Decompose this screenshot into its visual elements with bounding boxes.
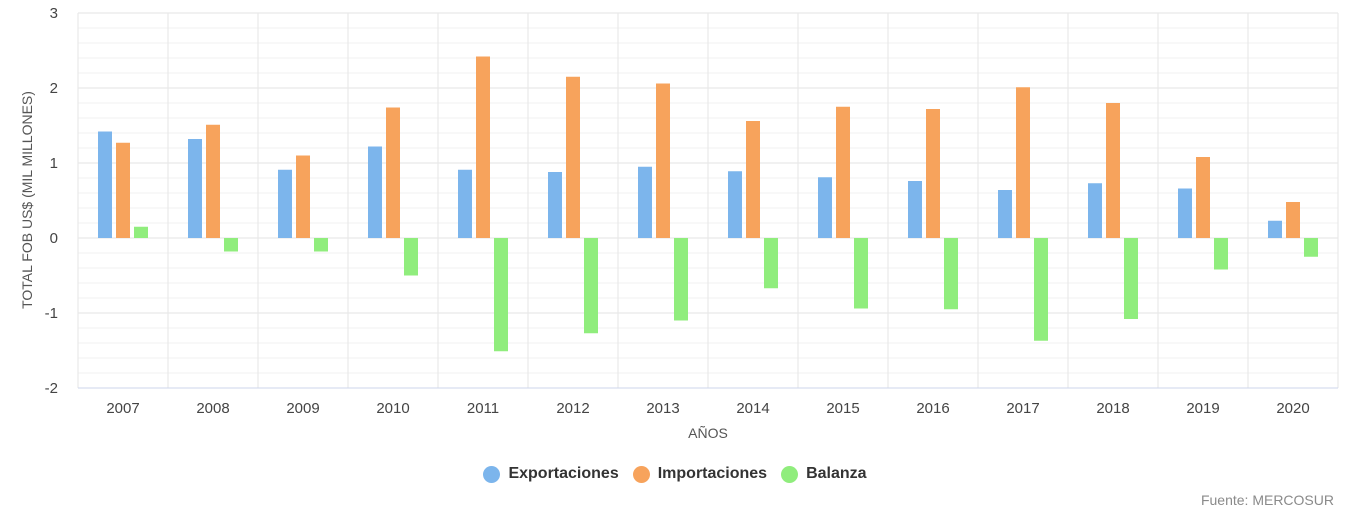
legend-swatch-importaciones (632, 465, 650, 483)
x-axis-title: AÑOS (688, 425, 728, 441)
bar-balanza-2013[interactable] (674, 238, 688, 321)
bar-balanza-2020[interactable] (1304, 238, 1318, 257)
bar-exportaciones-2019[interactable] (1178, 188, 1192, 239)
bar-balanza-2010[interactable] (404, 238, 418, 276)
bar-balanza-2009[interactable] (314, 238, 328, 252)
bars-layer (98, 56, 1318, 352)
x-tick-label: 2018 (1096, 400, 1129, 417)
bar-exportaciones-2010[interactable] (368, 146, 382, 239)
chart: 3 2 1 0 -1 -2 2007 2008 2009 2010 2011 2012 2013 201… (19, 5, 1339, 441)
legend-item-importaciones[interactable]: Importaciones (632, 465, 768, 483)
x-tick-label: 2009 (286, 400, 319, 417)
x-tick-label: 2016 (916, 400, 949, 417)
bar-balanza-2018[interactable] (1124, 238, 1138, 319)
x-axis-ticks: 2007 2008 2009 2010 2011 2012 2013 2014 2015 2016… (106, 400, 1309, 417)
bar-importaciones-2018[interactable] (1106, 103, 1120, 238)
legend-swatch-exportaciones (483, 465, 501, 483)
bar-balanza-2011[interactable] (494, 238, 508, 352)
y-tick-label: 1 (50, 155, 58, 172)
legend-item-exportaciones[interactable]: Exportaciones (483, 465, 619, 483)
bar-importaciones-2008[interactable] (206, 124, 220, 238)
x-tick-label: 2007 (106, 400, 139, 417)
bar-exportaciones-2020[interactable] (1268, 220, 1282, 238)
bar-importaciones-2007[interactable] (116, 142, 130, 238)
y-tick-label: 3 (50, 5, 58, 22)
bar-importaciones-2016[interactable] (926, 109, 940, 238)
x-tick-label: 2010 (376, 400, 409, 417)
y-axis-ticks: 3 2 1 0 -1 -2 (45, 5, 58, 397)
legend-label: Balanza (806, 465, 867, 482)
x-tick-label: 2011 (467, 400, 499, 417)
source-credit: Fuente: MERCOSUR (1200, 492, 1334, 508)
x-tick-label: 2015 (826, 400, 859, 417)
x-tick-label: 2020 (1276, 400, 1309, 417)
legend-label: Importaciones (657, 465, 768, 482)
bar-importaciones-2012[interactable] (566, 76, 580, 238)
bar-exportaciones-2012[interactable] (548, 172, 562, 238)
bar-exportaciones-2015[interactable] (818, 177, 832, 238)
bar-importaciones-2013[interactable] (656, 83, 670, 239)
bar-importaciones-2019[interactable] (1196, 157, 1210, 238)
bar-balanza-2012[interactable] (584, 238, 598, 334)
bar-balanza-2008[interactable] (224, 238, 238, 252)
legend-label: Exportaciones (508, 465, 619, 482)
y-tick-label: -1 (45, 305, 58, 322)
bar-exportaciones-2007[interactable] (98, 131, 112, 239)
bar-exportaciones-2018[interactable] (1088, 183, 1102, 238)
bar-importaciones-2017[interactable] (1016, 87, 1030, 238)
bar-importaciones-2020[interactable] (1286, 202, 1300, 238)
legend: Exportaciones Importaciones Balanza (0, 465, 1350, 483)
legend-swatch-balanza (781, 465, 799, 483)
y-axis-title: TOTAL FOB US$ (MIL MILLONES) (19, 91, 35, 309)
bar-exportaciones-2014[interactable] (728, 171, 742, 238)
bar-importaciones-2014[interactable] (746, 121, 760, 238)
grid-layer (77, 12, 1339, 389)
bar-balanza-2007[interactable] (134, 226, 148, 238)
x-tick-label: 2014 (736, 400, 769, 417)
bar-exportaciones-2011[interactable] (458, 169, 472, 238)
bar-balanza-2016[interactable] (944, 238, 958, 310)
x-tick-label: 2017 (1006, 400, 1039, 417)
bar-exportaciones-2017[interactable] (998, 190, 1012, 238)
bar-balanza-2014[interactable] (764, 238, 778, 289)
bar-importaciones-2009[interactable] (296, 155, 310, 239)
y-tick-label: -2 (45, 380, 58, 397)
x-tick-label: 2013 (646, 400, 679, 417)
bar-exportaciones-2008[interactable] (188, 139, 202, 238)
bar-balanza-2019[interactable] (1214, 238, 1228, 270)
x-tick-label: 2008 (196, 400, 229, 417)
bar-importaciones-2010[interactable] (386, 107, 400, 239)
bar-importaciones-2011[interactable] (476, 56, 490, 239)
bar-balanza-2015[interactable] (854, 238, 868, 309)
bar-exportaciones-2013[interactable] (638, 166, 652, 238)
y-tick-label: 0 (50, 230, 58, 247)
bar-exportaciones-2009[interactable] (278, 169, 292, 238)
bar-exportaciones-2016[interactable] (908, 181, 922, 238)
y-tick-label: 2 (50, 80, 58, 97)
bar-importaciones-2015[interactable] (836, 106, 850, 238)
x-tick-label: 2012 (556, 400, 589, 417)
bar-balanza-2017[interactable] (1034, 238, 1048, 341)
legend-item-balanza[interactable]: Balanza (781, 465, 867, 483)
x-tick-label: 2019 (1186, 400, 1219, 417)
